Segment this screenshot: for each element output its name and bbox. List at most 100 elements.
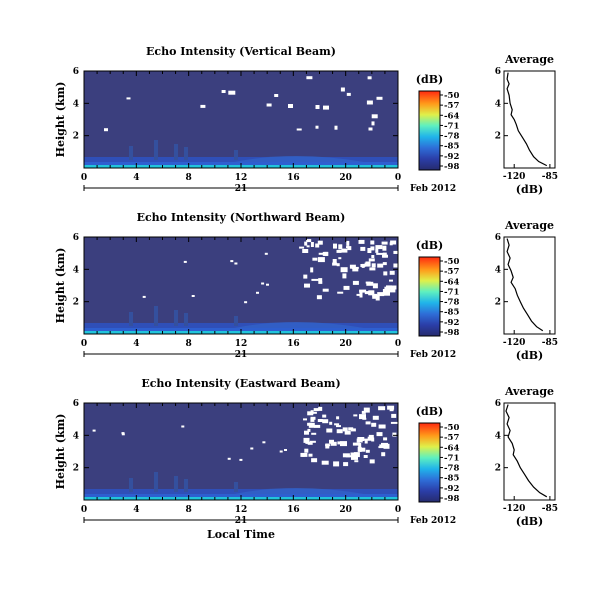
colorbar-label: -64	[444, 277, 459, 287]
echo-plume	[154, 472, 158, 492]
colorbar-label: -71	[444, 453, 459, 463]
missing-data-cell	[358, 239, 365, 244]
missing-data-cell	[318, 252, 325, 255]
missing-data-cell	[376, 96, 383, 100]
missing-data-cell	[261, 282, 265, 285]
missing-data-cell	[350, 428, 356, 432]
colorbar-label: -85	[444, 142, 459, 152]
missing-data-cell	[234, 262, 238, 265]
missing-data-cell	[314, 424, 321, 428]
missing-data-cell	[350, 452, 356, 456]
missing-data-cell	[338, 244, 343, 250]
y-tick-label: 6	[73, 233, 79, 243]
echo-plume	[129, 312, 133, 326]
missing-data-cell	[346, 246, 349, 249]
missing-data-cell	[333, 461, 340, 467]
missing-data-cell	[363, 438, 371, 441]
missing-data-cell	[376, 432, 383, 437]
boundary-layer	[234, 488, 364, 494]
missing-data-cell	[369, 267, 376, 271]
missing-data-cell	[333, 243, 337, 249]
missing-data-cell	[305, 441, 311, 444]
missing-data-cell	[126, 97, 131, 100]
average-profile-line	[506, 72, 548, 167]
x-tick-label: 16	[287, 173, 300, 183]
missing-data-cell	[311, 458, 318, 463]
missing-data-cell	[349, 264, 356, 269]
echo-plume	[129, 146, 133, 160]
missing-data-cell	[389, 279, 393, 282]
x-tick-label: 4	[133, 173, 139, 183]
x-tick-label: 20	[339, 173, 352, 183]
missing-data-cell	[181, 425, 185, 428]
echo-plume	[184, 313, 188, 326]
missing-data-cell	[354, 460, 359, 463]
boundary-layer	[234, 322, 364, 328]
missing-data-cell	[304, 430, 309, 435]
missing-data-cell	[221, 90, 226, 93]
colorbar-label: -78	[444, 132, 459, 142]
y-tick-label: 6	[73, 67, 79, 77]
x-tick-label: 0	[81, 339, 87, 349]
colorbar-label: -98	[444, 328, 459, 338]
echo-plume	[129, 478, 133, 492]
missing-data-cell	[227, 457, 231, 460]
missing-data-cell	[389, 409, 394, 412]
missing-data-cell	[342, 273, 347, 279]
missing-data-cell	[303, 437, 310, 443]
echo-plume	[234, 316, 238, 326]
y-tick-label: 4	[73, 99, 79, 109]
colorbar-label: -71	[444, 287, 459, 297]
missing-data-cell	[366, 100, 373, 105]
missing-data-cell	[340, 267, 348, 273]
missing-data-cell	[306, 245, 310, 248]
missing-data-cell	[390, 285, 397, 290]
missing-data-cell	[358, 443, 362, 448]
missing-data-cell	[200, 104, 206, 108]
colorbar-unit: (dB)	[416, 405, 443, 418]
missing-data-cell	[372, 415, 379, 420]
colorbar-label: -92	[444, 318, 459, 328]
missing-data-cell	[352, 268, 359, 272]
missing-data-cell	[338, 257, 342, 260]
missing-data-cell	[306, 76, 313, 80]
average-title: Average	[504, 53, 554, 66]
missing-data-cell	[378, 406, 386, 411]
missing-data-cell	[384, 286, 389, 291]
missing-data-cell	[344, 430, 351, 435]
missing-data-cell	[358, 437, 364, 440]
average-frame	[503, 70, 556, 169]
missing-data-cell	[369, 459, 375, 464]
missing-data-cell	[121, 433, 125, 436]
missing-data-cell	[329, 421, 333, 425]
heatmap-title: Echo Intensity (Northward Beam)	[137, 211, 346, 224]
missing-data-cell	[321, 460, 329, 465]
missing-data-cell	[191, 295, 195, 297]
colorbar-label: -57	[444, 101, 459, 111]
missing-data-cell	[288, 104, 293, 108]
missing-data-cell	[307, 411, 314, 416]
colorbar-label: -57	[444, 267, 459, 277]
colorbar-label: -50	[444, 91, 459, 101]
missing-data-cell	[317, 240, 323, 245]
avg-y-tick-label: 6	[495, 67, 501, 77]
missing-data-cell	[360, 246, 366, 251]
missing-data-cell	[365, 449, 370, 453]
missing-data-cell	[364, 291, 369, 295]
y-axis-label: Height (km)	[54, 248, 67, 324]
avg-y-tick-label: 4	[495, 431, 501, 441]
missing-data-cell	[318, 406, 323, 411]
y-tick-label: 4	[73, 431, 79, 441]
missing-data-cell	[340, 87, 345, 92]
average-title: Average	[504, 385, 554, 398]
missing-data-cell	[359, 292, 363, 298]
missing-data-cell	[346, 92, 351, 96]
missing-data-cell	[336, 425, 341, 428]
missing-data-cell	[183, 260, 187, 263]
avg-x-tick-label: -85	[542, 172, 558, 182]
missing-data-cell	[230, 260, 234, 263]
missing-data-cell	[317, 257, 325, 263]
missing-data-cell	[311, 432, 317, 435]
colorbar-label: -78	[444, 464, 459, 474]
missing-data-cell	[389, 242, 393, 246]
